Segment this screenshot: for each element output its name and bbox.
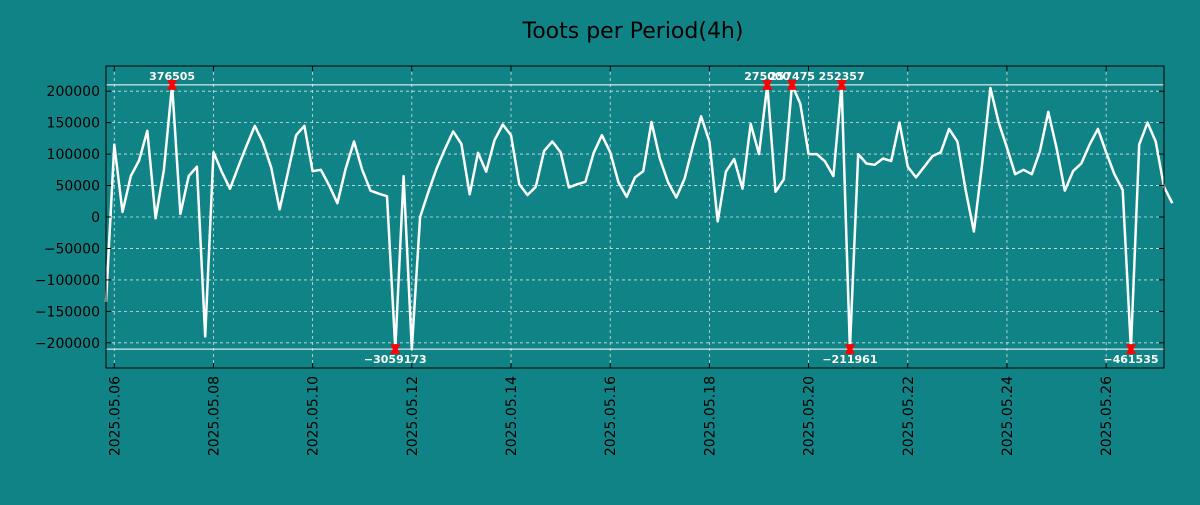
y-tick-label: −50000 xyxy=(44,241,100,257)
outlier-marker xyxy=(787,79,798,90)
x-tick-label: 2025.05.12 xyxy=(405,376,421,456)
outlier-label: 257475 xyxy=(769,70,815,83)
outlier-marker xyxy=(844,344,855,355)
series-line xyxy=(104,83,1174,351)
outlier-marker xyxy=(836,79,847,90)
y-tick-label: −150000 xyxy=(35,304,100,320)
y-tick-label: −100000 xyxy=(35,273,100,289)
outlier-marker xyxy=(390,344,401,355)
x-tick-label: 2025.05.20 xyxy=(802,376,818,456)
x-tick-label: 2025.05.14 xyxy=(504,376,520,456)
y-tick-label: 50000 xyxy=(55,179,100,195)
outlier-label: −461535 xyxy=(1103,353,1158,366)
x-tick-label: 2025.05.16 xyxy=(603,376,619,456)
x-tick-label: 2025.05.26 xyxy=(1099,376,1115,456)
markers xyxy=(167,79,1136,355)
outlier-label: 252357 xyxy=(819,70,865,83)
outlier-marker xyxy=(167,79,178,90)
x-tick-label: 2025.05.24 xyxy=(1000,376,1016,456)
x-tick-label: 2025.05.18 xyxy=(702,376,718,456)
y-tick-label: 100000 xyxy=(47,147,100,163)
outlier-label: 376505 xyxy=(149,70,195,83)
plot-frame xyxy=(105,65,1165,369)
x-tick-label: 2025.05.08 xyxy=(206,376,222,456)
series xyxy=(104,83,1174,351)
grid xyxy=(106,66,1164,368)
y-tick-label: 200000 xyxy=(47,84,100,100)
outlier-label: −211961 xyxy=(822,353,877,366)
outlier-marker xyxy=(1125,344,1136,355)
x-tick-label: 2025.05.10 xyxy=(306,376,322,456)
axes: 200000 150000 100000 50000 0 −50000 −100000 −15… xyxy=(35,65,1165,456)
outlier-label: −3059173 xyxy=(364,353,427,366)
outlier-marker xyxy=(762,79,773,90)
y-tick-label: 150000 xyxy=(47,116,100,132)
chart-title: Toots per Period(4h) xyxy=(522,19,744,44)
x-tick-label: 2025.05.22 xyxy=(901,376,917,456)
y-tick-label: 0 xyxy=(91,210,100,226)
clip-lines xyxy=(106,84,1164,350)
outlier-label: 275000 xyxy=(744,70,790,83)
x-tick-label: 2025.05.06 xyxy=(107,376,123,456)
y-tick-label: −200000 xyxy=(35,336,100,352)
